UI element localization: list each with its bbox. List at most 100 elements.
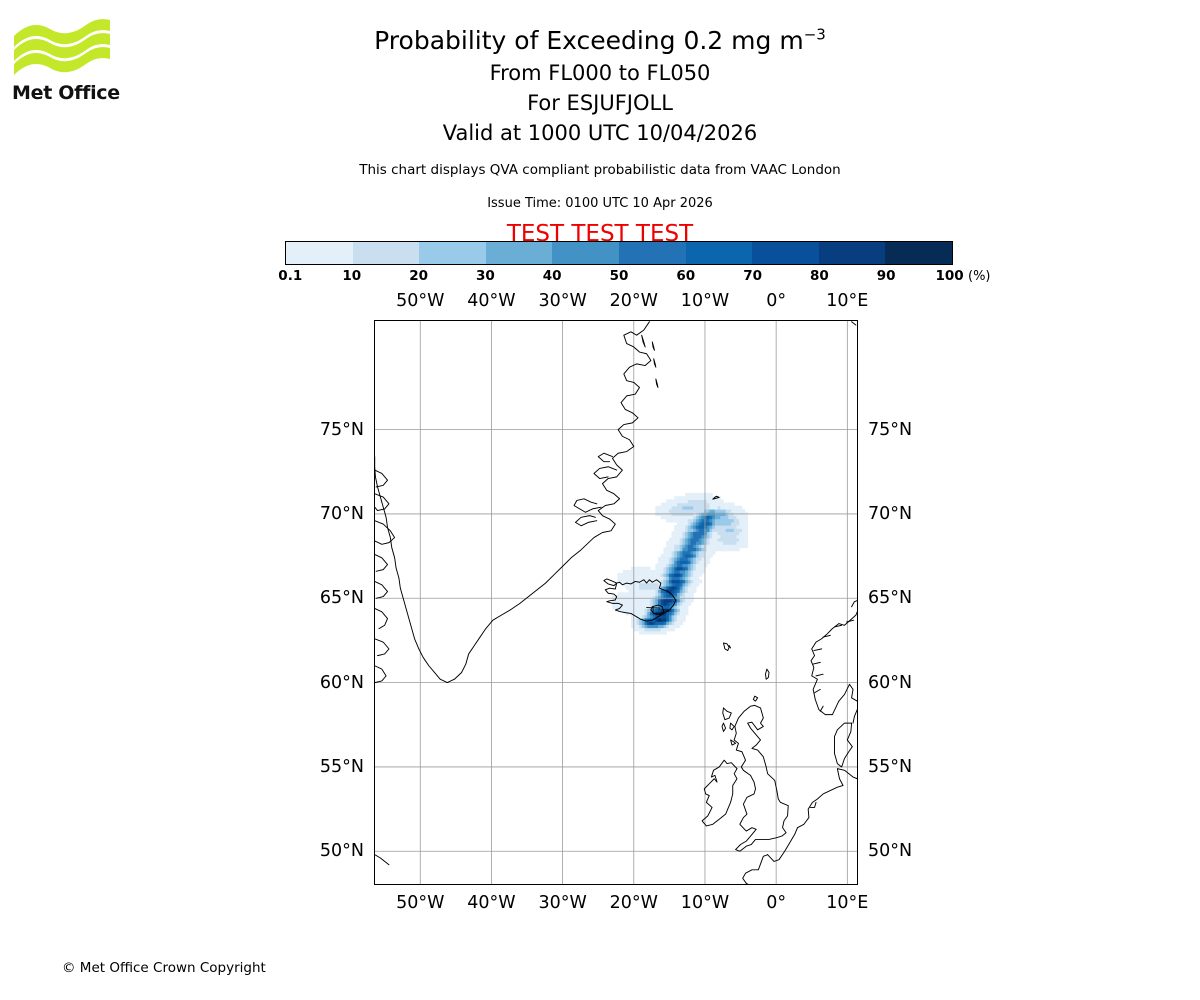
plume-cell bbox=[628, 579, 632, 584]
plume-cell bbox=[666, 576, 670, 581]
plume-cell bbox=[687, 492, 692, 497]
coastline-path bbox=[809, 801, 817, 808]
coastline-path bbox=[742, 854, 769, 885]
plume-cell bbox=[666, 544, 670, 549]
plume-cell bbox=[687, 560, 692, 565]
plume-cell bbox=[676, 621, 681, 625]
plume-cell bbox=[649, 569, 654, 574]
plume-cell bbox=[666, 502, 670, 507]
plume-cell bbox=[685, 525, 689, 529]
plume-cell bbox=[739, 525, 743, 529]
plume-cell bbox=[736, 534, 740, 539]
plume-cell bbox=[647, 585, 651, 590]
longitude-tick-label: 20°W bbox=[609, 291, 658, 311]
plume-cell bbox=[709, 499, 713, 504]
coastline-path bbox=[374, 638, 390, 657]
plume-cell bbox=[712, 515, 716, 520]
plume-cell bbox=[685, 563, 689, 568]
plume-cell bbox=[720, 518, 724, 523]
map-panel[interactable] bbox=[374, 320, 858, 885]
colorbar-segment bbox=[685, 242, 753, 264]
plume-cell bbox=[636, 617, 640, 622]
plume-cell bbox=[682, 611, 686, 616]
plume-cell bbox=[647, 624, 651, 629]
plume-cell bbox=[704, 499, 708, 504]
plume-cell bbox=[668, 508, 673, 513]
plume-cell bbox=[679, 502, 684, 507]
plume-cell bbox=[698, 534, 702, 539]
plume-cell bbox=[739, 537, 743, 542]
plume-cell bbox=[639, 630, 643, 635]
plume-cell bbox=[628, 582, 632, 587]
plume-cell bbox=[685, 608, 689, 613]
plume-cell bbox=[717, 541, 721, 545]
plume-cell bbox=[633, 566, 638, 571]
plume-cell bbox=[728, 518, 732, 523]
plume-cell bbox=[728, 544, 732, 549]
plume-cell bbox=[671, 550, 675, 555]
plume-cell bbox=[660, 582, 665, 587]
plume-cell bbox=[633, 589, 638, 593]
plume-cell bbox=[644, 569, 648, 574]
plume-cell bbox=[660, 569, 665, 574]
plume-cell bbox=[685, 585, 689, 590]
plume-cell bbox=[636, 579, 640, 584]
plume-cell bbox=[701, 521, 705, 526]
plume-cell bbox=[674, 563, 678, 568]
plume-cell bbox=[693, 547, 697, 552]
plume-cell bbox=[676, 499, 681, 504]
plume-cell bbox=[617, 573, 621, 577]
plume-cell bbox=[679, 528, 684, 533]
plume-cell bbox=[676, 569, 681, 574]
plume-cell bbox=[633, 624, 638, 629]
coastline-path bbox=[651, 341, 655, 351]
plume-cell bbox=[687, 569, 692, 574]
map-canvas[interactable] bbox=[374, 320, 858, 885]
plume-cell bbox=[649, 582, 654, 587]
plume-cell bbox=[625, 582, 629, 587]
plume-cell bbox=[736, 515, 740, 520]
plume-cell bbox=[712, 499, 716, 504]
plume-cell bbox=[631, 579, 635, 584]
plume-cell bbox=[685, 518, 689, 523]
plume-cell bbox=[644, 624, 648, 629]
page-title-text: Probability of Exceeding 0.2 mg m bbox=[374, 26, 804, 55]
plume-cell bbox=[644, 585, 648, 590]
plume-cell bbox=[633, 611, 638, 616]
plume-cell bbox=[731, 515, 735, 520]
plume-cell bbox=[704, 521, 708, 526]
plume-cell bbox=[671, 534, 675, 539]
plume-cell bbox=[641, 630, 646, 635]
plume-cell bbox=[693, 544, 697, 549]
plume-cell bbox=[693, 582, 697, 587]
plume-cell bbox=[709, 541, 713, 545]
plume-cell bbox=[636, 605, 640, 609]
plume-cell bbox=[741, 541, 746, 545]
plume-cell bbox=[722, 541, 727, 545]
plume-cell bbox=[725, 534, 729, 539]
plume-cell bbox=[679, 541, 684, 545]
plume-cell bbox=[698, 505, 702, 510]
plume-cell bbox=[744, 525, 748, 529]
plume-cell bbox=[633, 582, 638, 587]
plume-cell bbox=[679, 579, 684, 584]
plume-cell bbox=[639, 627, 643, 632]
plume-cell bbox=[706, 508, 711, 513]
plume-cell bbox=[693, 499, 697, 504]
plume-cell bbox=[652, 573, 656, 577]
plume-cell bbox=[741, 521, 746, 526]
plume-cell bbox=[695, 531, 700, 536]
plume-cell bbox=[666, 614, 670, 619]
plume-cell bbox=[666, 505, 670, 510]
plume-cell bbox=[695, 557, 700, 561]
plume-cell bbox=[690, 544, 694, 549]
plume-cell bbox=[706, 560, 711, 565]
plume-cell bbox=[658, 595, 662, 600]
plume-cell bbox=[668, 598, 673, 603]
plume-cell bbox=[641, 589, 646, 593]
coastline-path bbox=[374, 469, 388, 488]
plume-cell bbox=[701, 505, 705, 510]
plume-cell bbox=[663, 608, 667, 613]
plume-cell bbox=[674, 560, 678, 565]
plume-cell bbox=[731, 502, 735, 507]
